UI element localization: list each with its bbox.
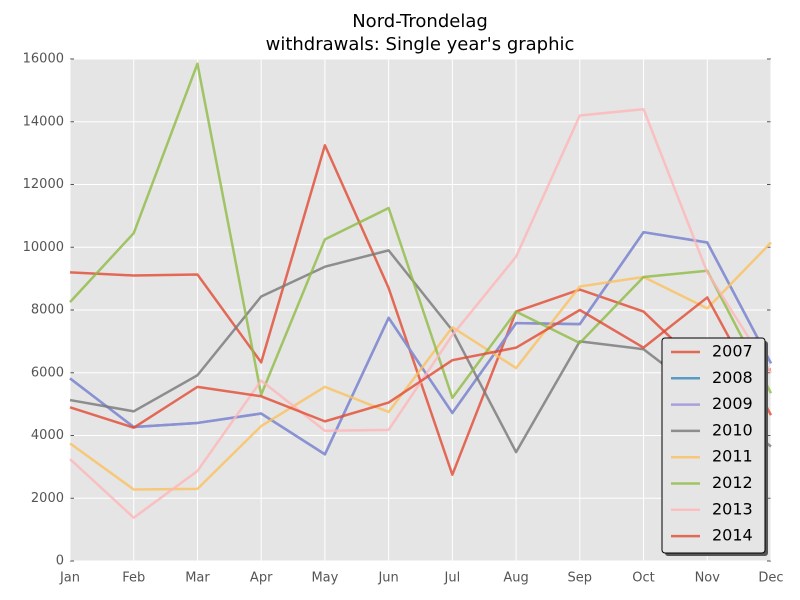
chart-title: Nord-Trondelag: [352, 11, 488, 32]
y-tick-label: 0: [56, 554, 64, 569]
y-tick-label: 12000: [23, 177, 64, 192]
series-line: [69, 296, 773, 429]
y-tick-label: 2000: [31, 491, 64, 506]
chart-subtitle: withdrawals: Single year's graphic: [266, 34, 575, 55]
y-tick-label: 4000: [31, 428, 64, 443]
x-tick-label: Jan: [59, 571, 80, 586]
y-tick-label: 6000: [31, 365, 64, 380]
legend-label: 2007: [712, 342, 753, 361]
series-line: [69, 62, 773, 400]
legend-box: [661, 337, 766, 554]
legend-label: 2011: [712, 447, 753, 466]
series-line: [69, 230, 773, 456]
x-tick-label: Apr: [250, 571, 273, 586]
legend-label: 2010: [712, 420, 753, 439]
legend-label: 2012: [712, 473, 753, 492]
legend-label: 2008: [712, 368, 753, 387]
x-tick-label: Oct: [632, 571, 654, 586]
x-tick-label: Jul: [444, 571, 461, 586]
legend-label: 2013: [712, 499, 753, 518]
y-tick-label: 16000: [23, 52, 64, 67]
x-tick-label: Feb: [122, 571, 145, 586]
x-tick-label: Dec: [758, 571, 783, 586]
legend-label: 2009: [712, 394, 753, 413]
x-tick-label: Sep: [568, 571, 593, 586]
series-line: [69, 249, 772, 454]
legend-label: 2014: [712, 526, 753, 545]
x-tick-label: Aug: [503, 571, 528, 586]
x-tick-label: May: [311, 571, 338, 586]
x-tick-label: Jun: [377, 571, 398, 586]
series-line: [69, 241, 772, 491]
x-tick-label: Mar: [185, 571, 210, 586]
x-tick-label: Nov: [695, 571, 721, 586]
y-tick-label: 10000: [23, 240, 64, 255]
y-tick-label: 8000: [31, 303, 64, 318]
y-tick-label: 14000: [23, 114, 64, 129]
